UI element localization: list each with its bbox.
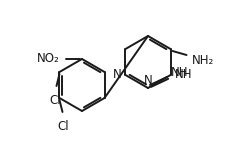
Text: N: N <box>143 74 152 87</box>
Text: Cl: Cl <box>58 120 69 133</box>
Text: Cl: Cl <box>49 94 61 107</box>
Text: N: N <box>112 69 121 82</box>
Text: NO₂: NO₂ <box>37 53 60 66</box>
Text: NH: NH <box>170 66 188 79</box>
Text: NH₂: NH₂ <box>191 53 213 66</box>
Text: NH: NH <box>174 69 191 82</box>
